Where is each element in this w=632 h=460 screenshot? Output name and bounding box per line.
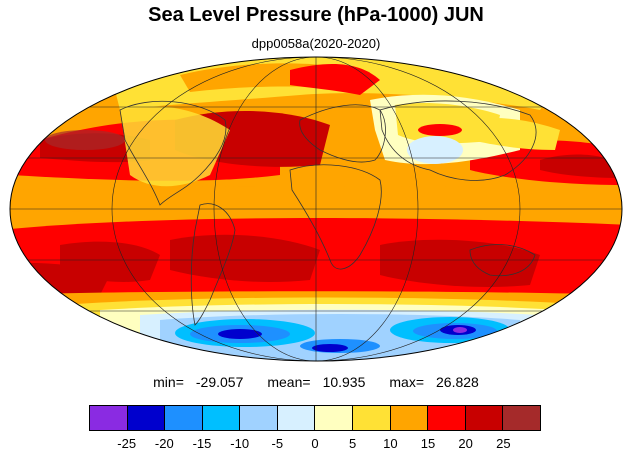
colorbar-tick-label: 15	[420, 436, 436, 451]
colorbar-swatch	[503, 406, 540, 430]
colorbar-tick-label: 0	[311, 436, 319, 451]
colorbar-tick-label: 25	[496, 436, 511, 451]
colorbar-tick-label: -5	[271, 436, 284, 451]
colorbar-swatch	[428, 406, 466, 430]
colorbar-swatch	[277, 406, 316, 430]
colorbar-tick-label: -10	[230, 436, 250, 451]
max-stat: max= 26.828	[383, 374, 484, 390]
map-boundary	[9, 56, 623, 362]
colorbar-tick-label: -15	[192, 436, 212, 451]
colorbar-swatch	[240, 406, 278, 430]
map-title: Sea Level Pressure (hPa-1000) JUN	[148, 4, 484, 26]
coastlines	[119, 100, 537, 326]
colorbar-tick-label: 10	[383, 436, 398, 451]
min-label: min=	[153, 374, 184, 390]
colorbar-tick-label: 20	[458, 436, 473, 451]
colorbar-swatch	[127, 406, 166, 430]
map-subtitle: dpp0058a(2020-2020)	[251, 36, 381, 51]
graticule	[10, 57, 622, 361]
mean-label: mean=	[267, 374, 311, 390]
max-value: 26.828	[436, 374, 479, 390]
colorbar-swatch	[165, 406, 203, 430]
colorbar-swatch	[465, 406, 504, 430]
colorbar-tick-label: -25	[117, 436, 137, 451]
mean-stat: mean= 10.935	[261, 374, 371, 390]
colorbar-swatch	[315, 406, 354, 430]
mean-value: 10.935	[322, 374, 366, 390]
min-value: -29.057	[195, 374, 244, 390]
max-label: max=	[389, 374, 425, 390]
colorbar	[89, 405, 541, 431]
colorbar-swatch	[353, 406, 391, 430]
colorbar-swatch	[90, 406, 128, 430]
colorbar-swatch	[202, 406, 241, 430]
colorbar-tick-label: -20	[154, 436, 174, 451]
pressure-field	[10, 57, 622, 361]
colorbar-tick-label: 5	[349, 436, 357, 451]
statistics-line: min= -29.057 mean= 10.935 max= 26.828	[0, 374, 632, 390]
colorbar-swatch	[390, 406, 429, 430]
min-stat: min= -29.057	[147, 374, 249, 390]
colorbar-tick-labels: -25 -20 -15 -10 -5 0 5 10 15 20 25	[89, 436, 541, 452]
